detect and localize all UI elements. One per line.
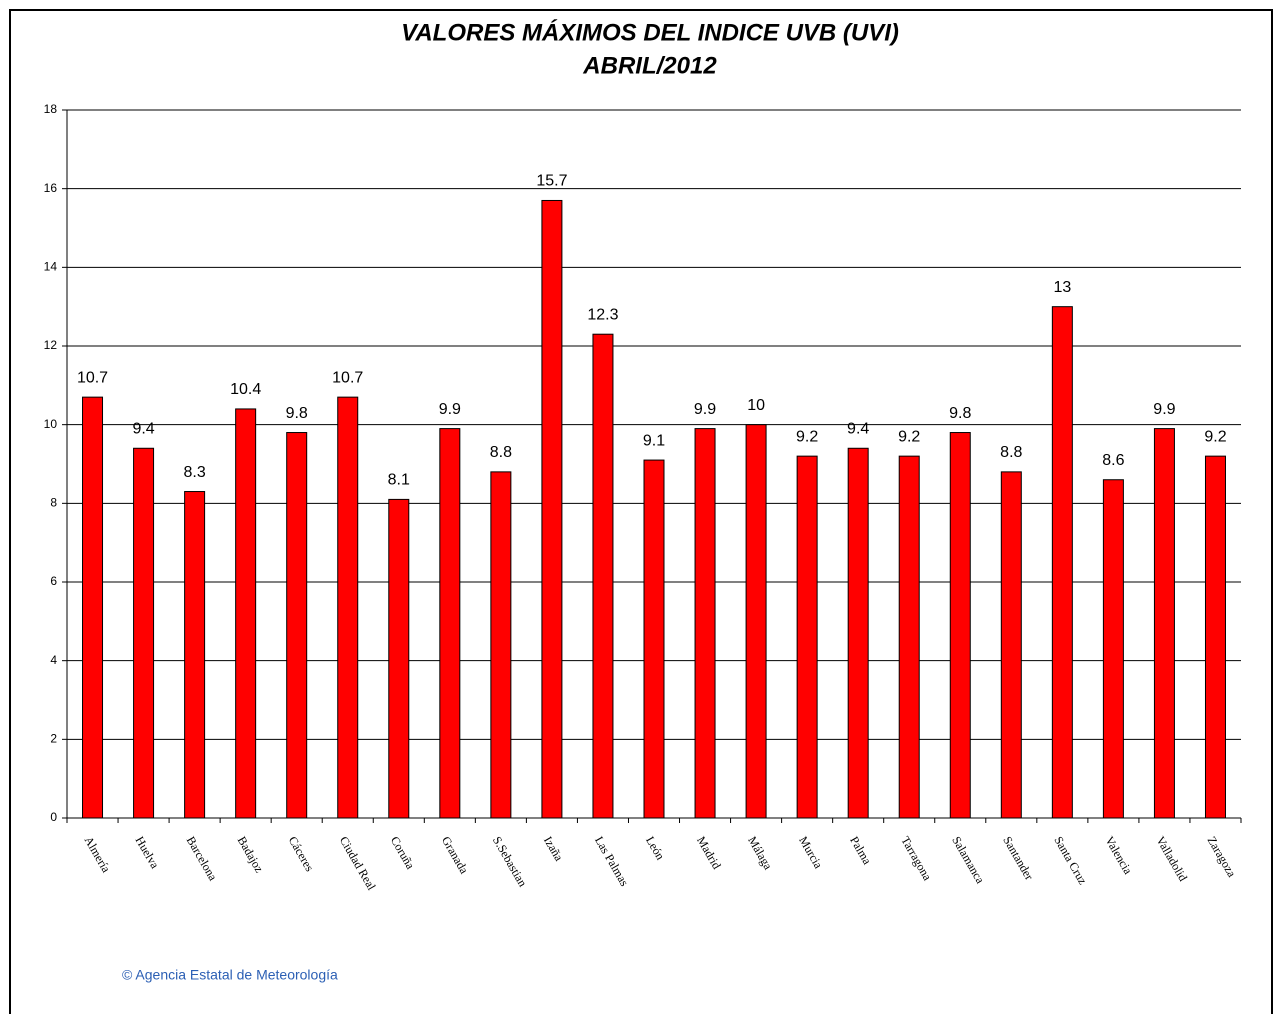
x-tick-label: Zaragoza (1204, 834, 1239, 880)
y-tick-label: 16 (44, 181, 58, 195)
value-label: 9.4 (132, 420, 154, 437)
value-label: 8.8 (1000, 444, 1022, 461)
value-label: 8.3 (183, 464, 205, 481)
bar (286, 432, 308, 819)
credit: © Agencia Estatal de Meteorología (122, 967, 338, 983)
value-label: 9.4 (847, 420, 869, 437)
y-tick-label: 2 (50, 732, 57, 746)
bar (82, 396, 104, 819)
bar (490, 471, 512, 819)
value-label: 10.7 (77, 369, 108, 386)
value-label: 9.2 (1204, 428, 1226, 445)
bar (1102, 479, 1124, 819)
value-label: 9.9 (439, 401, 461, 418)
y-tick-label: 18 (44, 102, 58, 116)
x-tick-label: León (643, 834, 667, 862)
y-tick-label: 12 (44, 338, 58, 352)
x-tick-label: Palma (847, 834, 874, 868)
x-tick-label: Tarragona (898, 834, 935, 884)
value-label: 13 (1053, 279, 1071, 296)
value-label: 10.7 (332, 369, 363, 386)
bar (388, 498, 410, 819)
frame (9, 9, 1273, 1014)
bar (592, 333, 614, 819)
x-tick-label: Cáceres (286, 834, 317, 874)
x-tick-label: Madrid (694, 834, 724, 872)
bar (1153, 428, 1175, 819)
y-tick-label: 10 (44, 417, 58, 431)
value-label: 15.7 (536, 173, 567, 190)
value-label: 10.4 (230, 381, 261, 398)
value-label: 9.1 (643, 432, 665, 449)
x-tick-label: Málaga (745, 834, 775, 873)
y-tick-label: 8 (50, 496, 57, 510)
bar (949, 432, 971, 819)
value-label: 8.8 (490, 444, 512, 461)
bar (1000, 471, 1022, 819)
bar (745, 424, 767, 819)
chart-subtitle: ABRIL/2012 (582, 52, 717, 79)
value-label: 9.2 (796, 428, 818, 445)
bar (694, 428, 716, 819)
x-tick-label: Coruña (388, 834, 418, 872)
x-tick-label: Granada (439, 834, 472, 877)
bar (898, 455, 920, 819)
x-tick-label: Izaña (541, 834, 566, 864)
x-tick-label: Murcia (796, 834, 826, 872)
value-label: 8.6 (1102, 452, 1124, 469)
value-label: 9.8 (286, 405, 308, 422)
x-tick-label: Las Palmas (592, 834, 632, 889)
chart-title: VALORES MÁXIMOS DEL INDICE UVB (UVI) (401, 18, 899, 46)
value-label: 9.8 (949, 405, 971, 422)
y-tick-label: 0 (50, 810, 57, 824)
x-tick-label: Valencia (1102, 834, 1135, 877)
value-label: 9.2 (898, 428, 920, 445)
y-tick-label: 14 (44, 260, 58, 274)
bar (541, 199, 563, 819)
bar (439, 428, 461, 819)
x-tick-label: Almería (82, 834, 114, 876)
bar (133, 447, 155, 819)
x-tick-label: Valladolid (1153, 834, 1190, 884)
bar (235, 408, 257, 819)
x-tick-label: S.Sebastian (490, 834, 530, 889)
y-tick-label: 6 (50, 574, 57, 588)
value-label: 9.9 (1153, 401, 1175, 418)
x-tick-label: Santander (1000, 834, 1036, 883)
value-label: 8.1 (388, 472, 410, 489)
y-tick-label: 4 (50, 653, 57, 667)
x-tick-label: Salamanca (949, 834, 987, 887)
x-tick-label: Barcelona (184, 834, 221, 884)
value-label: 10 (747, 397, 765, 414)
x-tick-label: Huelva (133, 834, 163, 872)
x-tick-label: Badajoz (235, 834, 267, 875)
value-label: 12.3 (587, 306, 618, 323)
bar (847, 447, 869, 819)
bar (796, 455, 818, 819)
x-tick-label: Ciudad Real (337, 834, 379, 893)
bar (184, 491, 206, 819)
value-label: 9.9 (694, 401, 716, 418)
bar (1204, 455, 1226, 819)
x-tick-label: Santa Cruz (1051, 834, 1090, 887)
bar (337, 396, 359, 819)
bar (1051, 306, 1073, 819)
bar (643, 459, 665, 819)
